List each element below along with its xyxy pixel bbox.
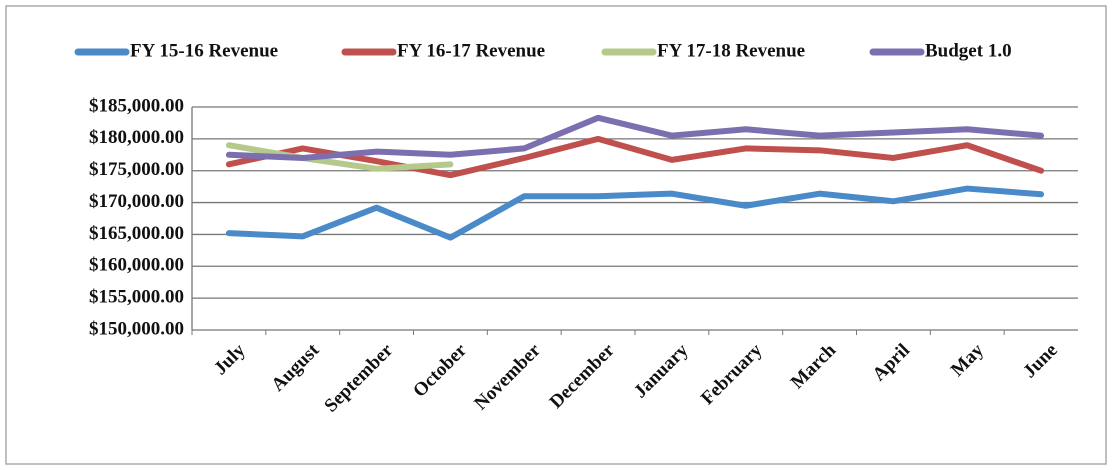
y-tick-label: $180,000.00 — [89, 127, 184, 148]
series-line — [225, 114, 1045, 161]
y-tick-label: $175,000.00 — [89, 159, 184, 180]
y-tick-label: $150,000.00 — [89, 318, 184, 339]
y-tick-label: $155,000.00 — [89, 287, 184, 308]
legend-label: FY 16-17 Revenue — [397, 40, 545, 61]
series-line — [225, 135, 1045, 179]
y-tick-label: $170,000.00 — [89, 191, 184, 212]
series-line — [225, 185, 1045, 241]
legend-label: FY 15-16 Revenue — [130, 40, 278, 61]
y-tick-label: $160,000.00 — [89, 255, 184, 276]
y-tick-label: $165,000.00 — [89, 223, 184, 244]
y-tick-label: $185,000.00 — [89, 95, 184, 116]
legend-label: FY 17-18 Revenue — [657, 40, 805, 61]
series-line — [225, 142, 454, 172]
legend-label: Budget 1.0 — [925, 40, 1012, 61]
